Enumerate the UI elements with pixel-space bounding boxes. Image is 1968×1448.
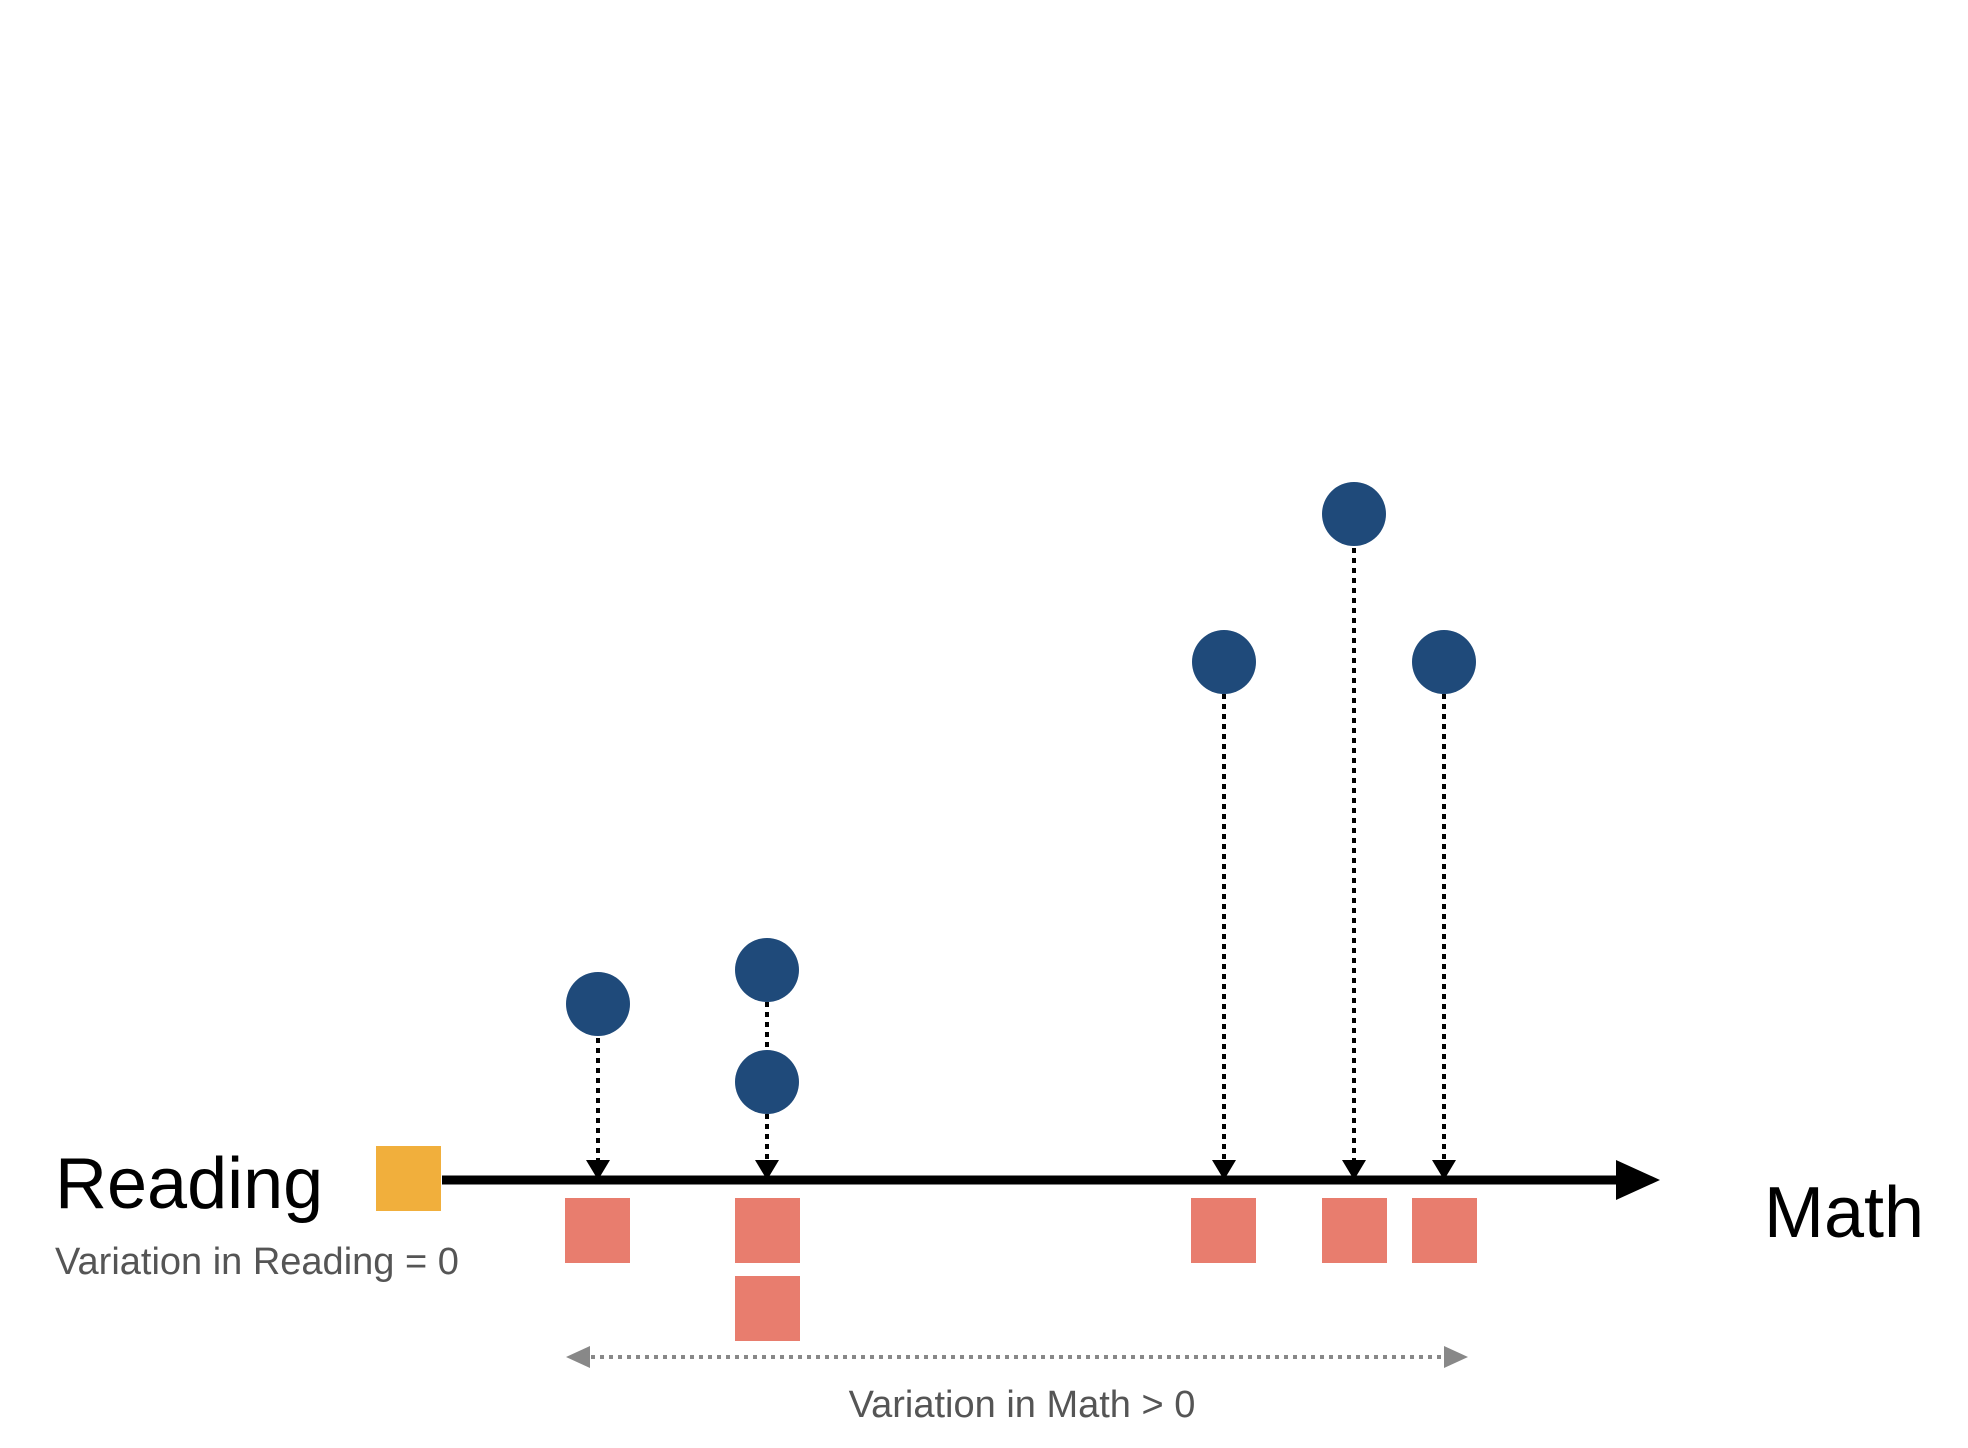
data-square [735, 1198, 800, 1263]
math-label: Math [1764, 1173, 1924, 1253]
data-circle [1412, 630, 1476, 694]
axis-arrowhead [1616, 1160, 1660, 1200]
variation-reading-label: Variation in Reading = 0 [55, 1241, 459, 1283]
data-circle [566, 972, 630, 1036]
drop-arrowhead [1342, 1160, 1366, 1180]
drop-arrowhead [1432, 1160, 1456, 1180]
data-squares [565, 1198, 1477, 1341]
data-square [565, 1198, 630, 1263]
data-square [735, 1276, 800, 1341]
data-square [1322, 1198, 1387, 1263]
data-circles [566, 482, 1476, 1114]
drop-arrowhead [755, 1160, 779, 1180]
reading-marker [376, 1146, 441, 1211]
drop-arrowhead [1212, 1160, 1236, 1180]
range-arrowhead-left [566, 1346, 590, 1368]
data-circle [1322, 482, 1386, 546]
reading-label: Reading [55, 1144, 323, 1224]
data-square [1191, 1198, 1256, 1263]
math-axis [442, 1160, 1660, 1200]
data-circle [1192, 630, 1256, 694]
data-circle [735, 1050, 799, 1114]
range-arrowhead-right [1444, 1346, 1468, 1368]
math-range-arrow [566, 1346, 1468, 1368]
drop-arrowhead [586, 1160, 610, 1180]
variation-math-label: Variation in Math > 0 [849, 1384, 1196, 1426]
data-square [1412, 1198, 1477, 1263]
data-circle [735, 938, 799, 1002]
drop-arrows [586, 548, 1456, 1180]
